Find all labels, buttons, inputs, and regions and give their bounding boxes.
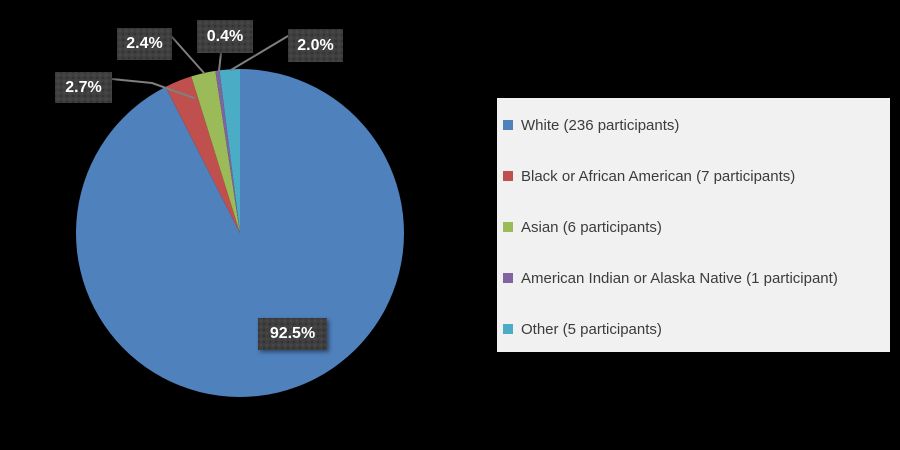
legend-swatch-white [503,120,513,130]
data-label-american-indian-or-alaska-native: 0.4% [197,20,253,53]
leader-line-asian [171,36,205,74]
pie-slice-black-or-african-american [165,76,240,234]
legend-item-black-or-african-american: Black or African American (7 participant… [503,167,886,185]
leader-line-american-indian-or-alaska-native [218,52,222,72]
legend-item-american-indian-or-alaska-native: American Indian or Alaska Native (1 part… [503,269,886,287]
legend-item-other: Other (5 participants) [503,320,886,338]
legend-swatch-asian [503,222,513,232]
legend-item-white: White (236 participants) [503,116,886,134]
data-label-white: 92.5% [258,318,327,350]
pie-slice-asian [191,70,240,233]
legend-item-asian: Asian (6 participants) [503,218,886,236]
data-label-asian: 2.4% [117,28,172,60]
pie-slices [75,69,404,397]
leader-line-other [230,35,289,71]
leader-line-black-or-african-american [111,78,195,99]
data-label-other: 2.0% [288,29,343,62]
leader-lines [111,35,289,99]
pie-slice-white [75,69,404,397]
legend-label-black-or-african-american: Black or African American (7 participant… [521,167,796,185]
legend-swatch-american-indian-or-alaska-native [503,273,513,283]
legend-label-white: White (236 participants) [521,116,680,134]
legend-swatch-other [503,324,513,334]
pie-slice-other [219,69,240,233]
pie-slice-american-indian-or-alaska-native [215,70,240,233]
legend-label-american-indian-or-alaska-native: American Indian or Alaska Native (1 part… [521,269,838,287]
data-label-black-or-african-american: 2.7% [55,72,112,103]
legend: White (236 participants) Black or Africa… [497,98,890,352]
legend-label-asian: Asian (6 participants) [521,218,662,236]
legend-label-other: Other (5 participants) [521,320,662,338]
legend-swatch-black-or-african-american [503,171,513,181]
